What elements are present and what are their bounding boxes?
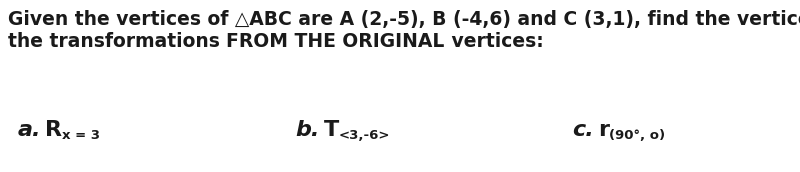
Text: the transformations: the transformations [8, 32, 226, 51]
Text: b.: b. [295, 120, 319, 140]
Text: (90°, o): (90°, o) [609, 129, 665, 142]
Text: <3,-6>: <3,-6> [338, 129, 390, 142]
Text: a.: a. [18, 120, 42, 140]
Text: FROM THE ORIGINAL: FROM THE ORIGINAL [226, 32, 445, 51]
Text: Given the vertices of △ABC are A (2,-5), B (-4,6) and C (3,1), find the vertices: Given the vertices of △ABC are A (2,-5),… [8, 10, 800, 29]
Text: x = 3: x = 3 [62, 129, 101, 142]
Text: c.: c. [572, 120, 594, 140]
Text: R: R [46, 120, 62, 140]
Text: T: T [323, 120, 338, 140]
Text: r: r [598, 120, 609, 140]
Text: vertices:: vertices: [445, 32, 543, 51]
